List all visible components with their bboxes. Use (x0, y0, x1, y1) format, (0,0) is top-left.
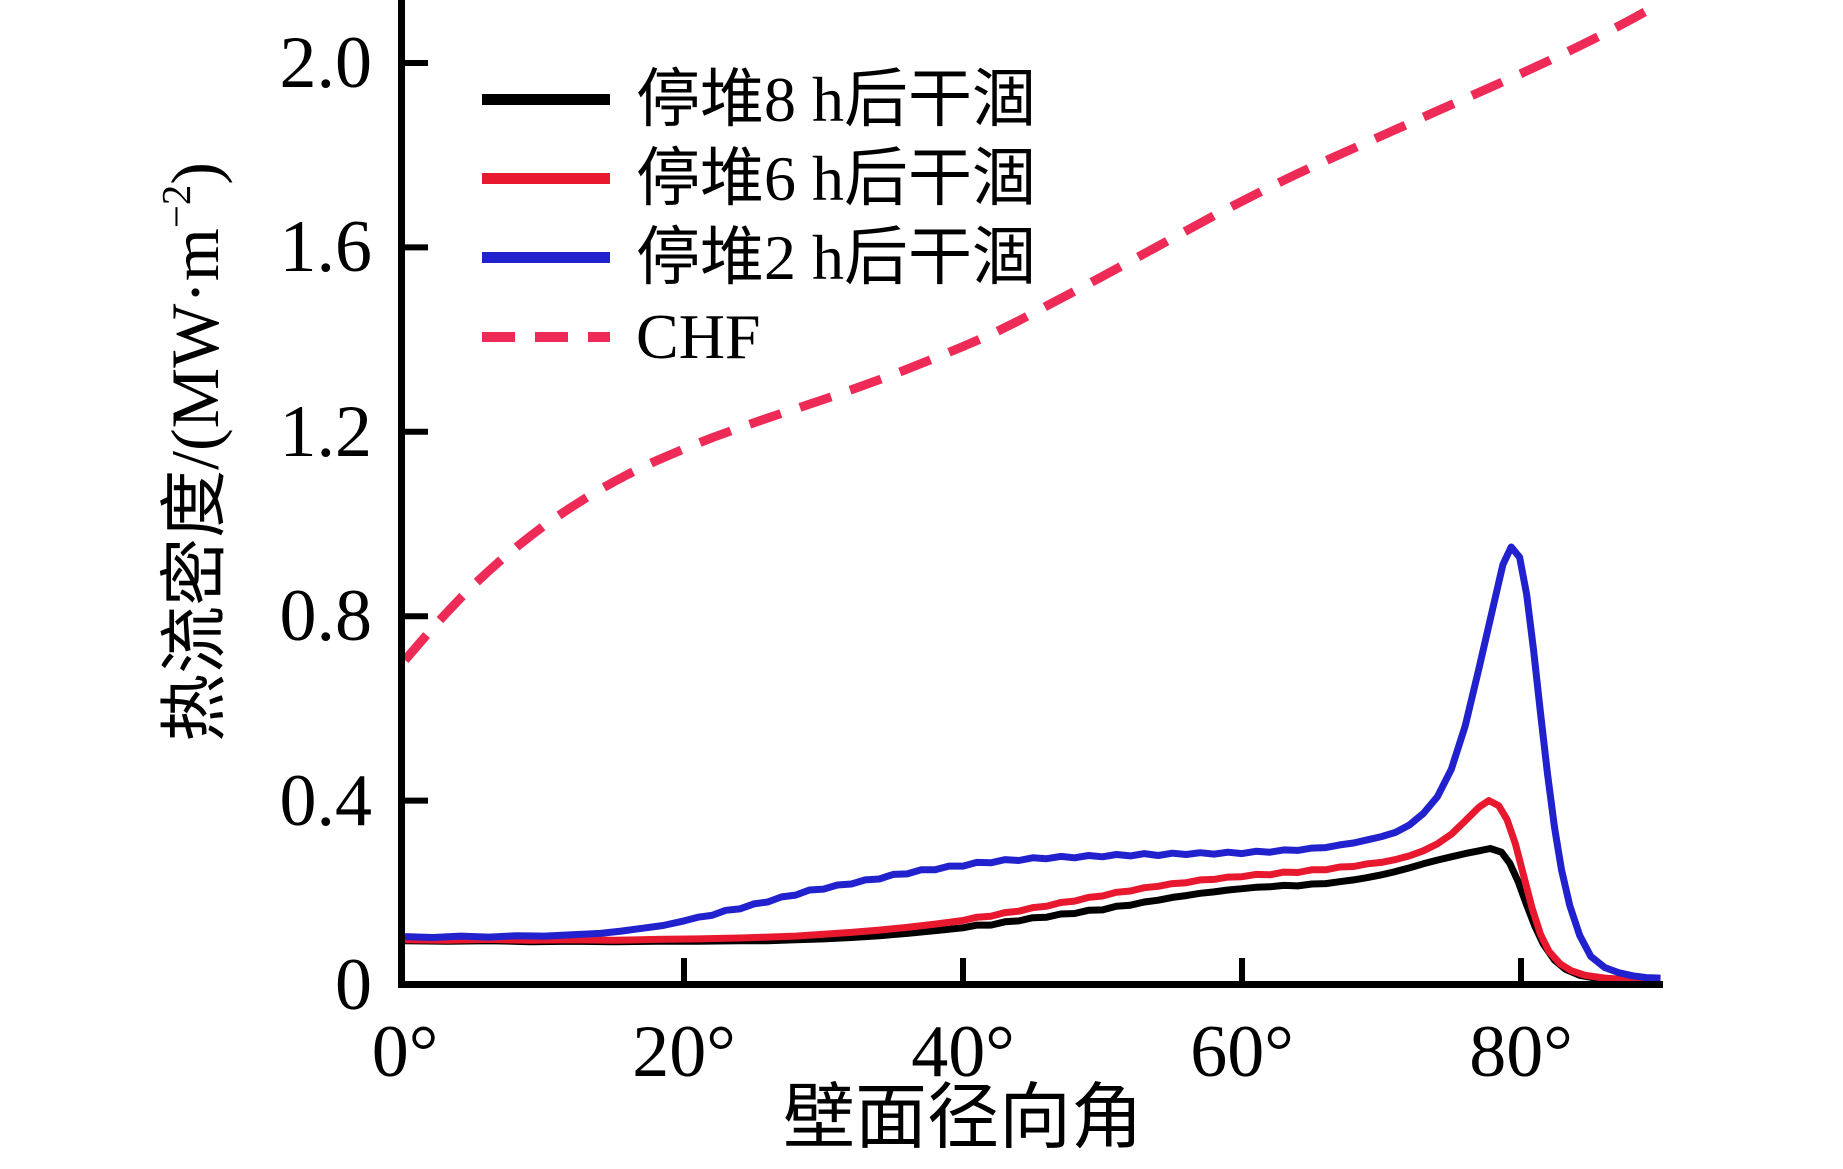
series-line (401, 0, 1663, 663)
x-axis-title: 壁面径向角 (782, 1078, 1144, 1158)
y-tick-label: 0.4 (279, 759, 373, 842)
x-tick-label: 60° (1190, 1011, 1294, 1093)
x-tick-label: 40° (911, 1011, 1015, 1093)
legend-item-dryout-8h: 停堆8 h后干涸 (482, 60, 1036, 139)
y-axis-title-superscript: −2 (153, 184, 199, 229)
x-tick-label: 0° (371, 1011, 439, 1093)
y-tick-label: 2.0 (279, 22, 373, 104)
x-tick-label: 80° (1469, 1011, 1573, 1093)
legend-label: 停堆2 h后干涸 (636, 221, 1036, 293)
curves (401, 0, 1663, 984)
y-axis-title: 热流密度/(MW·m−2) (140, 162, 234, 742)
dashed-line-swatch (482, 331, 610, 342)
legend: 停堆8 h后干涸 停堆6 h后干涸 停堆2 h后干涸 CHF (482, 60, 1036, 376)
series-line (404, 845, 1661, 984)
legend-label: CHF (636, 300, 761, 372)
legend-label: 停堆8 h后干涸 (636, 63, 1036, 135)
x-tick-label: 20° (632, 1011, 736, 1093)
y-axis-title-text: 热流密度/(MW·m (157, 228, 234, 742)
y-tick-label: 0 (335, 944, 372, 1026)
legend-item-dryout-2h: 停堆2 h后干涸 (482, 218, 1036, 297)
series-line (404, 797, 1661, 984)
black-line-swatch (482, 94, 610, 105)
y-tick-label: 0.8 (279, 575, 373, 658)
series-line (404, 543, 1661, 982)
legend-item-chf: CHF (482, 297, 1036, 376)
blue-line-swatch (482, 252, 610, 263)
y-tick-label: 1.6 (279, 206, 373, 289)
legend-item-dryout-6h: 停堆6 h后干涸 (482, 139, 1036, 218)
red-line-swatch (482, 173, 610, 184)
tick-marks (402, 60, 1524, 984)
y-tick-label: 1.2 (279, 390, 373, 473)
y-axis-title-suffix: ) (157, 162, 234, 185)
legend-label: 停堆6 h后干涸 (636, 142, 1036, 214)
